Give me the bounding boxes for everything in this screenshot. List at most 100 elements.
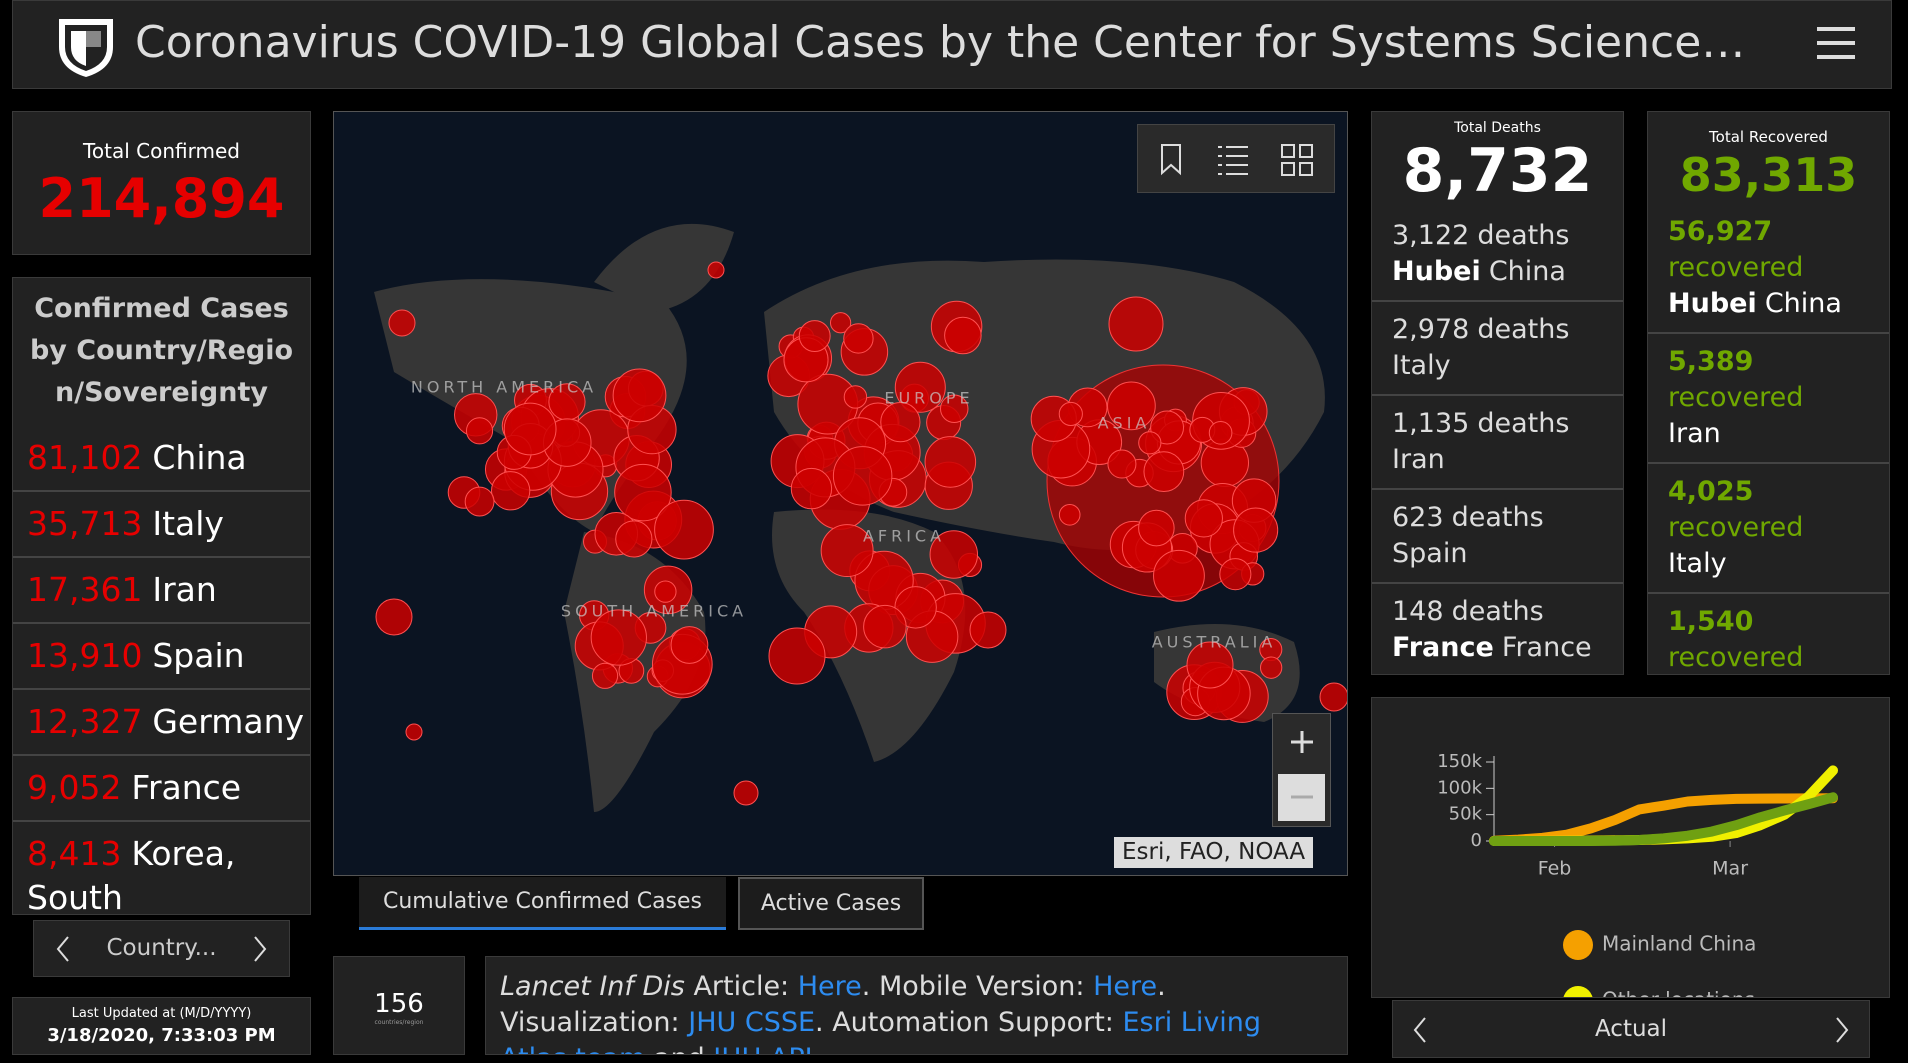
x-tick-label: Feb [1538, 858, 1572, 880]
region: Hubei [1392, 256, 1481, 287]
map-canvas[interactable]: NORTH AMERICA EUROPE ASIA AFRICA SOUTH AMERI… [334, 112, 1348, 876]
case-circle [863, 604, 907, 649]
case-circle [1208, 421, 1233, 445]
case-circle [614, 463, 672, 522]
case-circle [939, 394, 969, 424]
case-circle [465, 417, 494, 445]
case-circle [1153, 549, 1205, 602]
case-circle [944, 316, 982, 355]
country-row[interactable]: 12,327 Germany [13, 690, 310, 756]
death-row[interactable]: 148 deaths France France [1372, 584, 1623, 674]
link[interactable]: Esri Living Atlas team [500, 1007, 1262, 1054]
rows: 81,102 China 35,713 Italy 17,361 Iran 13,910 Sp… [13, 426, 310, 915]
line: Italy [1392, 348, 1603, 384]
country: Germany [152, 702, 305, 741]
region-label: ASIA [1098, 414, 1151, 433]
link[interactable]: Here [1093, 971, 1158, 1002]
next-arrow[interactable] [1835, 1017, 1849, 1043]
recovered-row[interactable]: 4,025 recovered Italy [1648, 464, 1889, 594]
case-circle [464, 486, 495, 517]
case-circle [490, 471, 531, 511]
link[interactable]: JHU APL [713, 1043, 819, 1054]
deaths-panel: Total Deaths 8,732 3,122 deaths Hubei China… [1371, 111, 1624, 675]
value: 3/18/2020, 7:33:03 PM [47, 1025, 276, 1046]
case-circle [388, 309, 416, 337]
y-tick-label: 150k [1437, 751, 1482, 772]
case-circle [375, 598, 413, 636]
link[interactable]: Here [797, 971, 862, 1002]
case-circle [1184, 499, 1223, 538]
line: 148 deaths [1392, 594, 1603, 630]
y-tick-label: 50k [1449, 804, 1483, 825]
case-circle [1143, 451, 1185, 493]
country-row[interactable]: 9,052 France [13, 756, 310, 822]
link[interactable]: JHU CSSE [688, 1007, 816, 1038]
zoom-icons[interactable] [1273, 714, 1330, 826]
toolbar-icons[interactable] [1138, 125, 1334, 192]
recovered-row[interactable]: 56,927 recovered Hubei China [1648, 204, 1889, 334]
label: countries/region [374, 1019, 424, 1026]
case-circle [615, 520, 653, 558]
next-arrow[interactable] [253, 936, 267, 962]
case-circle [929, 530, 979, 579]
case-circle [820, 524, 874, 578]
country: Italy [152, 504, 224, 543]
country-row[interactable]: 13,910 Spain [13, 624, 310, 690]
menu-button[interactable] [1817, 27, 1857, 61]
label: Country... [106, 935, 217, 961]
country-nav[interactable]: Country... [33, 920, 290, 977]
case-circle [843, 323, 874, 354]
list-title: Confirmed Cases by Country/Region/Sovere… [29, 293, 294, 408]
case-circle [1107, 381, 1156, 431]
tab[interactable]: Cumulative Confirmed Cases [359, 877, 726, 930]
country: Italy [1668, 548, 1727, 579]
country-row[interactable]: 81,102 China [13, 426, 310, 492]
death-row[interactable]: 2,978 deaths Italy [1372, 302, 1623, 396]
case-circle [798, 320, 831, 353]
death-row[interactable]: 3,122 deaths Hubei China [1372, 208, 1623, 302]
label: Last Updated at (M/D/YYYY) [71, 1006, 252, 1021]
case-circle [707, 261, 725, 279]
recovered-row[interactable]: 5,389 recovered Iran [1648, 334, 1889, 464]
case-circle [405, 723, 423, 741]
y-tick-label: 100k [1437, 777, 1482, 798]
region-label: NORTH AMERICA [411, 378, 597, 397]
death-row[interactable]: 623 deaths Spain [1372, 490, 1623, 584]
chart: 0 50k 100k 150k Feb Mar Mainland China Other lo… [1437, 751, 1838, 997]
recovered-row[interactable]: 1,540 recovered [1648, 594, 1889, 674]
country-row[interactable]: 35,713 Italy [13, 492, 310, 558]
count: 4,025 [1668, 476, 1754, 507]
label: Actual [1594, 1016, 1668, 1042]
tab[interactable]: Active Cases [738, 877, 924, 930]
death-row[interactable]: 1,135 deaths Iran [1372, 396, 1623, 490]
text: Article: [684, 971, 798, 1002]
case-circle [768, 627, 826, 685]
unit: deaths [1477, 408, 1570, 439]
label: Total Deaths [1454, 120, 1541, 136]
country-row[interactable]: 8,413 Korea, South [13, 822, 310, 915]
case-circle [1138, 509, 1175, 547]
count: 1,540 [1668, 606, 1754, 637]
line: France France [1392, 630, 1603, 666]
map-toolbar [1137, 124, 1335, 193]
country: Iran [1392, 444, 1445, 475]
count: 17,361 [27, 570, 143, 609]
prev-arrow[interactable] [1413, 1017, 1427, 1043]
count: 81,102 [27, 438, 143, 477]
count: 5,389 [1668, 346, 1754, 377]
chart-nav[interactable]: Actual [1392, 1000, 1870, 1058]
text: and [645, 1043, 713, 1054]
country: Korea, South [27, 834, 236, 915]
recovered-panel: Total Recovered 83,313 56,927 recovered Hu… [1647, 111, 1890, 675]
country-row[interactable]: 17,361 Iran [13, 558, 310, 624]
line: 623 deaths [1392, 500, 1603, 536]
legend-swatch [1563, 930, 1593, 960]
map[interactable]: NORTH AMERICA EUROPE ASIA AFRICA SOUTH AMERI… [333, 111, 1348, 876]
prev-arrow[interactable] [56, 936, 70, 962]
count: 9,052 [27, 768, 122, 807]
text: Lancet Inf Dis [500, 971, 685, 1002]
region: France [1392, 632, 1494, 663]
case-circle [503, 402, 557, 456]
text: . Automation Support: [815, 1007, 1123, 1038]
case-circle [654, 499, 714, 560]
